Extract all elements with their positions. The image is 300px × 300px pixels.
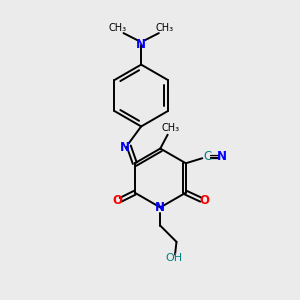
Text: O: O xyxy=(199,194,209,207)
Text: CH₃: CH₃ xyxy=(109,23,127,33)
Text: C: C xyxy=(203,150,211,163)
Text: N: N xyxy=(155,201,165,214)
Text: N: N xyxy=(217,150,227,163)
Text: N: N xyxy=(136,38,146,51)
Text: CH₃: CH₃ xyxy=(161,123,180,133)
Text: OH: OH xyxy=(165,253,182,263)
Text: N: N xyxy=(120,141,130,154)
Text: CH₃: CH₃ xyxy=(156,23,174,33)
Text: O: O xyxy=(113,194,123,207)
